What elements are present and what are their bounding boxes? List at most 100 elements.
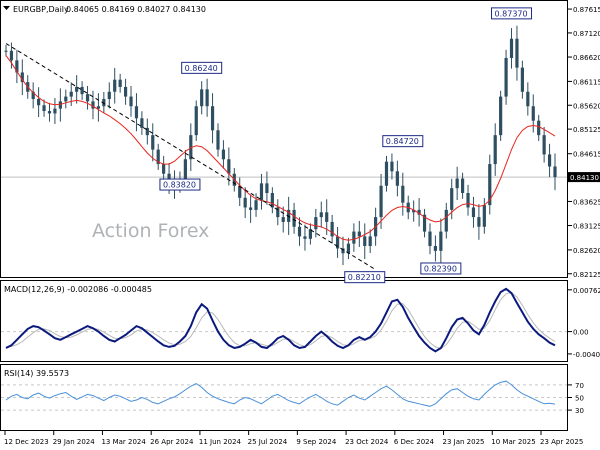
x-axis-label: 6 Dec 2024 [394, 438, 435, 446]
price-bar-body [31, 91, 35, 99]
price-label: 0.87370 [495, 9, 528, 18]
price-bar-body [151, 135, 155, 150]
price-panel-frame [0, 0, 568, 278]
price-bar-body [238, 185, 242, 198]
current-price-box [567, 172, 600, 183]
x-axis-label: 10 Mar 2025 [491, 438, 535, 446]
dropdown-arrow-icon[interactable] [3, 6, 10, 10]
x-axis-label: 23 Jan 2025 [443, 438, 485, 446]
price-bar-body [357, 231, 361, 237]
x-axis-label: 26 Apr 2024 [150, 438, 194, 446]
price-label-box [159, 178, 201, 191]
price-bar-body [129, 96, 133, 107]
x-axis-label: 11 Jun 2024 [199, 438, 242, 446]
price-bar-body [455, 178, 459, 189]
price-bar-body [417, 209, 421, 215]
price-label: 0.86240 [185, 64, 218, 73]
price-bar-body [4, 50, 8, 52]
x-axis-label: 29 Jan 2024 [53, 438, 96, 446]
price-bar-body [75, 86, 79, 92]
price-bar-body [183, 159, 187, 179]
price-bar-body [123, 86, 128, 97]
macd-axis-label: 0.00 [573, 329, 589, 337]
price-axis-label: 0.85620 [573, 102, 600, 110]
price-axis-label: 0.86620 [573, 54, 600, 62]
price-bar-body [482, 205, 486, 227]
price-bar-body [254, 200, 258, 210]
price-bar-body [80, 86, 84, 95]
price-bar-body [58, 101, 62, 109]
price-bar-body [330, 221, 334, 237]
rsi-line [5, 380, 556, 407]
price-bar-body [471, 207, 476, 218]
price-axis-label: 0.86115 [573, 78, 600, 86]
price-bar-body [145, 127, 149, 136]
rsi-panel-frame [0, 364, 568, 431]
price-bar-body [499, 96, 503, 136]
price-axis-label: 0.87120 [573, 30, 600, 38]
rsi-title: RSI(14) 39.5573 [4, 369, 69, 378]
x-axis-label: 9 Sep 2024 [296, 438, 336, 446]
price-bar-body [107, 91, 111, 99]
macd-title: MACD(12,26,9) -0.002086 -0.000485 [4, 285, 152, 294]
price-bar-body [118, 79, 122, 87]
price-bar-body [15, 60, 19, 73]
price-axis-label: 0.82125 [573, 271, 600, 279]
macd-panel-frame [0, 280, 568, 362]
price-bar-body [553, 166, 557, 178]
current-price-label: 0.84130 [570, 174, 599, 182]
price-bar-body [401, 185, 405, 203]
price-bar-body [96, 106, 101, 109]
price-bar-body [85, 94, 90, 102]
macd-signal-line [5, 292, 556, 350]
x-axis-label: 25 Jul 2024 [248, 438, 288, 446]
price-axis-label: 0.87615 [573, 6, 600, 14]
price-bar-body [412, 209, 416, 213]
price-bar-body [466, 193, 470, 208]
price-bar-body [493, 135, 497, 165]
price-bar-body [53, 108, 57, 114]
price-bar-body [325, 212, 329, 222]
price-bar-body [281, 217, 285, 222]
price-axis-label: 0.84615 [573, 151, 600, 159]
price-bar-body [390, 161, 394, 172]
rsi-axis-label: 50 [575, 395, 584, 403]
price-bar-body [444, 209, 448, 232]
symbol-label: EURGBP,Daily [13, 5, 69, 14]
price-bar-body [249, 207, 253, 210]
price-bar-body [270, 193, 274, 208]
price-bar-body [509, 38, 514, 58]
price-bar-body [460, 178, 465, 193]
price-bar-body [134, 106, 139, 119]
price-bar-body [64, 96, 68, 102]
price-bar-body [42, 105, 46, 112]
price-bar-body [140, 118, 144, 128]
price-bar-body [308, 229, 312, 239]
price-bar-body [547, 154, 552, 167]
price-bar-body [113, 79, 117, 92]
macd-axis-label: 0.007623 [573, 287, 600, 295]
price-bar-body [205, 89, 209, 107]
price-bar-body [102, 98, 106, 107]
price-bar-body [47, 111, 52, 114]
price-bar-body [433, 246, 438, 251]
price-bar-body [167, 173, 171, 184]
price-bar-body [221, 149, 226, 160]
price-bar-body [542, 135, 546, 155]
price-label-box [491, 7, 533, 20]
price-bar-body [537, 120, 541, 136]
price-bar-body [531, 106, 535, 121]
price-label-box [181, 61, 223, 74]
x-axis-label: 13 Mar 2024 [101, 438, 146, 446]
watermark: Action Forex [92, 220, 209, 242]
price-bar-body [20, 72, 24, 83]
rsi-axis-label: 30 [575, 407, 584, 415]
price-label: 0.82210 [348, 273, 381, 282]
downtrend-line [5, 43, 376, 271]
price-bar-body [450, 188, 454, 210]
price-bar-body [216, 130, 220, 150]
price-axis-label: 0.83125 [573, 223, 600, 231]
price-bar-body [265, 183, 269, 193]
price-bar-body [520, 67, 524, 92]
